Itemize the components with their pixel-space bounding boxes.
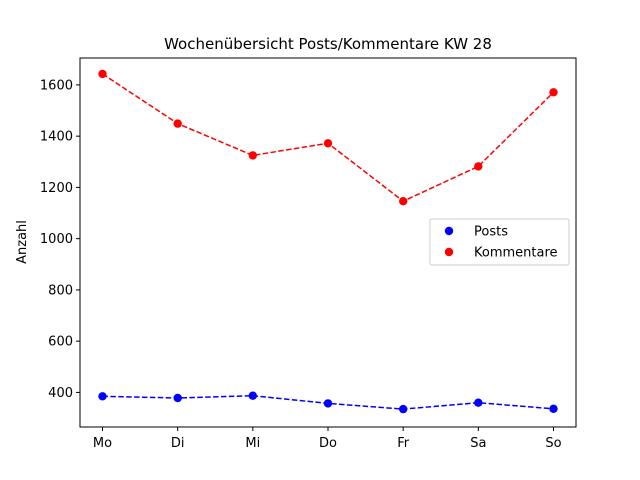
x-tick-label: Sa xyxy=(470,436,486,451)
axis-ticks: Mo Di Mi Do Fr Sa So 400 600 800 1000 1200 1400 1600 xyxy=(40,78,562,451)
data-point xyxy=(474,162,483,171)
y-tick-label: 1200 xyxy=(40,181,73,196)
y-tick-label: 1400 xyxy=(40,130,73,145)
data-point xyxy=(173,393,182,403)
x-tick-label: Do xyxy=(319,436,337,451)
data-point xyxy=(549,404,558,413)
x-tick-label: Mo xyxy=(93,436,112,451)
y-tick-label: 1000 xyxy=(40,232,73,247)
x-tick-label: Fr xyxy=(397,436,410,451)
legend: Posts Kommentare xyxy=(429,218,570,266)
y-tick-label: 600 xyxy=(48,335,73,350)
y-tick-label: 800 xyxy=(48,283,73,298)
data-point xyxy=(323,139,333,148)
legend-marker xyxy=(444,226,454,236)
plot-area xyxy=(98,69,558,414)
data-point xyxy=(248,391,257,400)
y-tick-label: 400 xyxy=(48,386,73,401)
legend-box xyxy=(429,218,570,266)
chart-title: Wochenübersicht Posts/Kommentare KW 28 xyxy=(164,35,492,53)
data-point xyxy=(248,151,257,160)
x-tick-label: So xyxy=(545,436,561,451)
data-point xyxy=(98,69,107,79)
data-point xyxy=(399,197,408,206)
data-point xyxy=(549,88,558,97)
x-tick-label: Di xyxy=(171,436,185,451)
data-point xyxy=(399,404,408,414)
x-tick-label: Mi xyxy=(245,436,260,451)
y-tick-label: 1600 xyxy=(40,78,73,93)
legend-marker xyxy=(444,247,454,257)
data-point xyxy=(323,399,333,408)
data-point xyxy=(98,392,107,401)
data-point xyxy=(474,398,483,407)
data-point xyxy=(173,119,182,128)
y-axis-label: Anzahl xyxy=(15,220,30,264)
legend-label: Kommentare xyxy=(474,246,558,261)
legend-label: Posts xyxy=(474,225,508,240)
